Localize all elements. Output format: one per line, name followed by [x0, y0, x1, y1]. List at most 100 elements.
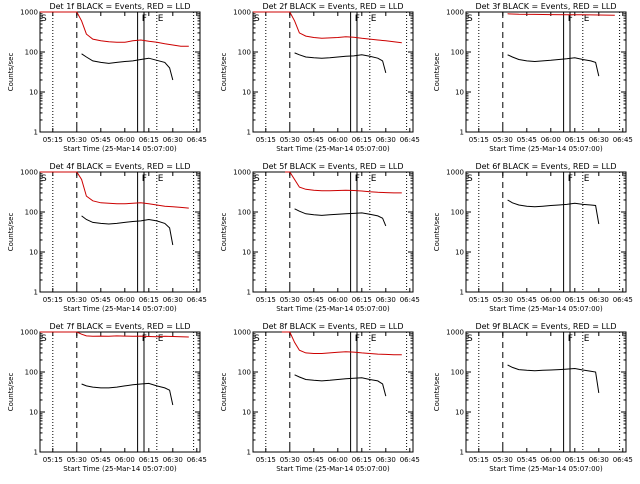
x-tick-label: 05:30	[67, 296, 87, 304]
marker-label-s: S	[41, 174, 47, 184]
x-tick-label: 05:45	[517, 136, 537, 144]
x-tick-label: 06:30	[376, 296, 396, 304]
x-tick-label: 05:45	[517, 456, 537, 464]
series-line-events	[294, 208, 387, 227]
series-line-events	[81, 215, 174, 246]
marker-label-f: F	[355, 14, 360, 24]
x-tick-label: 06:00	[541, 296, 561, 304]
y-tick-label: 10	[242, 409, 251, 417]
y-tick-label: 100	[238, 369, 251, 377]
x-tick-label: 05:30	[280, 456, 300, 464]
y-tick-label: 10	[455, 409, 464, 417]
series-line-events	[507, 364, 600, 393]
marker-label-e: E	[584, 14, 590, 24]
y-tick-label: 1000	[233, 329, 251, 337]
series-line-lld	[40, 331, 189, 338]
series-line-events	[294, 374, 387, 397]
plot-frame	[465, 11, 627, 133]
series-line-events	[507, 54, 600, 77]
y-axis-label: Counts/sec	[220, 53, 228, 92]
plot-frame	[39, 11, 201, 133]
plot-frame	[39, 331, 201, 453]
y-tick-label: 100	[238, 49, 251, 57]
y-tick-label: 1	[247, 129, 251, 137]
x-tick-label: 06:30	[589, 136, 609, 144]
y-axis-label: Counts/sec	[220, 373, 228, 412]
y-tick-label: 10	[29, 409, 38, 417]
y-tick-label: 10	[455, 89, 464, 97]
y-tick-label: 1000	[20, 9, 38, 17]
x-tick-label: 06:15	[565, 136, 585, 144]
x-tick-label: 06:30	[163, 296, 183, 304]
marker-label-s: S	[467, 334, 473, 344]
marker-label-f: F	[568, 14, 573, 24]
marker-label-e: E	[371, 14, 377, 24]
x-tick-label: 05:15	[256, 456, 276, 464]
y-tick-label: 1000	[233, 9, 251, 17]
series-line-lld	[253, 11, 402, 44]
x-tick-label: 06:45	[613, 456, 633, 464]
plot-title: Det 1f BLACK = Events, RED = LLD	[49, 2, 190, 11]
plot-title: Det 4f BLACK = Events, RED = LLD	[49, 162, 190, 171]
x-tick-label: 06:45	[187, 136, 207, 144]
x-tick-label: 05:45	[91, 296, 111, 304]
y-tick-label: 10	[242, 89, 251, 97]
y-tick-label: 100	[451, 209, 464, 217]
y-tick-label: 100	[25, 49, 38, 57]
y-tick-label: 1	[460, 129, 464, 137]
plot-panel: Det 1f BLACK = Events, RED = LLD 1 10 100 10…	[7, 2, 207, 153]
x-tick-label: 05:45	[91, 456, 111, 464]
x-tick-label: 06:15	[352, 456, 372, 464]
plot-panel: Det 9f BLACK = Events, RED = LLD 1 10 100 10…	[433, 322, 633, 473]
plot-frame	[252, 331, 414, 453]
x-tick-label: 06:15	[139, 136, 159, 144]
x-tick-label: 06:00	[115, 296, 135, 304]
marker-label-e: E	[158, 14, 164, 24]
y-tick-label: 1000	[446, 9, 464, 17]
y-tick-label: 1000	[233, 169, 251, 177]
y-tick-label: 1000	[20, 329, 38, 337]
x-tick-label: 06:30	[163, 136, 183, 144]
y-axis-label: Counts/sec	[433, 213, 441, 252]
plot-frame	[39, 171, 201, 293]
x-tick-label: 06:30	[163, 456, 183, 464]
x-axis-label: Start Time (25-Mar-14 05:07:00)	[489, 145, 603, 153]
plot-title: Det 9f BLACK = Events, RED = LLD	[475, 322, 616, 331]
plot-frame	[465, 331, 627, 453]
y-tick-label: 100	[25, 369, 38, 377]
x-tick-label: 06:45	[187, 456, 207, 464]
x-tick-label: 05:30	[67, 456, 87, 464]
x-tick-label: 06:30	[589, 296, 609, 304]
y-tick-label: 1	[247, 289, 251, 297]
series-line-lld	[507, 13, 615, 16]
x-tick-label: 05:30	[280, 136, 300, 144]
y-tick-label: 10	[455, 249, 464, 257]
x-tick-label: 05:15	[43, 456, 63, 464]
marker-label-e: E	[584, 174, 590, 184]
plot-frame	[252, 11, 414, 133]
plot-title: Det 8f BLACK = Events, RED = LLD	[262, 322, 403, 331]
x-tick-label: 06:45	[613, 136, 633, 144]
x-tick-label: 06:15	[352, 136, 372, 144]
x-tick-label: 06:15	[139, 296, 159, 304]
x-axis-label: Start Time (25-Mar-14 05:07:00)	[276, 305, 390, 313]
marker-label-f: F	[142, 334, 147, 344]
plot-panel: Det 5f BLACK = Events, RED = LLD 1 10 100 10…	[220, 162, 420, 313]
plot-panel: Det 8f BLACK = Events, RED = LLD 1 10 100 10…	[220, 322, 420, 473]
plot-panel: Det 6f BLACK = Events, RED = LLD 1 10 100 10…	[433, 162, 633, 313]
marker-label-s: S	[254, 174, 260, 184]
x-axis-label: Start Time (25-Mar-14 05:07:00)	[63, 145, 177, 153]
x-tick-label: 05:15	[256, 296, 276, 304]
plot-panel: Det 3f BLACK = Events, RED = LLD 1 10 100 10…	[433, 2, 633, 153]
marker-label-f: F	[568, 334, 573, 344]
x-tick-label: 05:15	[43, 296, 63, 304]
plot-title: Det 6f BLACK = Events, RED = LLD	[475, 162, 616, 171]
y-axis-label: Counts/sec	[7, 213, 15, 252]
plot-title: Det 2f BLACK = Events, RED = LLD	[262, 2, 403, 11]
x-tick-label: 06:45	[400, 296, 420, 304]
x-tick-label: 05:15	[469, 456, 489, 464]
x-axis-label: Start Time (25-Mar-14 05:07:00)	[63, 465, 177, 473]
y-tick-label: 100	[451, 369, 464, 377]
